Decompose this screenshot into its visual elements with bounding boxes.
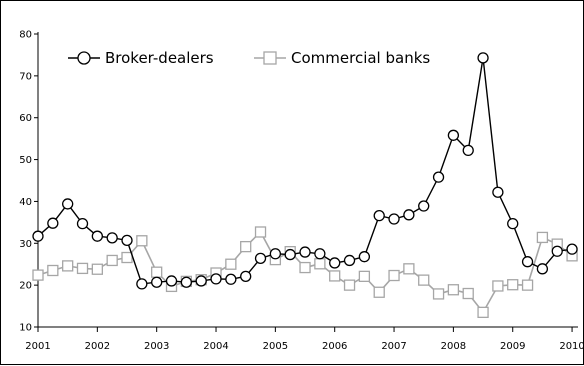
data-point: [432, 288, 445, 300]
data-point: [403, 209, 415, 221]
data-point: [403, 263, 415, 275]
data-point: [47, 264, 59, 277]
data-point: [418, 200, 430, 212]
x-tick-label: 2006: [322, 341, 347, 352]
data-point: [358, 251, 371, 263]
legend-item: Commercial banks: [254, 49, 430, 67]
data-point: [62, 198, 74, 210]
data-point: [136, 278, 148, 290]
data-point: [106, 232, 118, 244]
data-point: [121, 251, 133, 264]
data-point: [507, 279, 519, 291]
data-point: [299, 261, 311, 274]
series-layer: [32, 52, 578, 319]
data-point: [343, 254, 356, 267]
data-point: [492, 186, 504, 198]
data-point: [91, 230, 103, 242]
data-point: [106, 254, 118, 267]
data-point: [388, 213, 400, 225]
x-tick-label: 2008: [441, 341, 466, 352]
data-point: [254, 252, 267, 265]
data-point: [566, 243, 578, 255]
data-point: [343, 279, 356, 291]
data-point: [47, 217, 59, 229]
y-tick-label: 70: [19, 71, 32, 82]
data-point: [507, 217, 519, 230]
data-point: [76, 262, 89, 275]
data-point: [462, 287, 474, 300]
data-point: [314, 258, 326, 270]
data-point: [492, 280, 504, 292]
data-point: [254, 226, 267, 238]
data-point: [418, 274, 430, 286]
data-point: [536, 263, 549, 275]
data-point: [329, 270, 341, 282]
y-tick-label: 30: [19, 239, 32, 250]
data-point: [388, 269, 400, 282]
data-point: [373, 210, 385, 222]
x-tick-label: 2001: [25, 341, 50, 352]
data-point: [551, 245, 563, 257]
data-point: [432, 171, 445, 183]
data-point: [284, 248, 296, 261]
data-point: [447, 129, 460, 141]
data-point: [299, 246, 311, 258]
data-point: [32, 230, 44, 242]
legend-label: Broker-dealers: [105, 49, 214, 67]
data-point: [121, 234, 133, 247]
data-point: [314, 248, 326, 260]
data-point: [462, 144, 474, 157]
data-point: [180, 276, 193, 288]
legend: Broker-dealers Commercial banks: [68, 49, 430, 67]
data-point: [536, 231, 549, 244]
series-broker-dealers: [32, 52, 578, 290]
legend-label: Commercial banks: [291, 49, 430, 67]
data-point: [151, 276, 163, 288]
data-point: [136, 235, 148, 247]
data-point: [240, 240, 252, 253]
x-tick-label: 2009: [500, 341, 525, 352]
data-point: [165, 275, 178, 287]
y-tick-label: 40: [19, 197, 32, 208]
data-point: [358, 270, 371, 283]
data-point: [521, 279, 534, 291]
legend-marker: [263, 51, 277, 65]
data-point: [32, 269, 44, 281]
y-tick-label: 20: [19, 281, 32, 292]
x-tick-label: 2004: [203, 341, 228, 352]
y-tick-label: 10: [19, 323, 32, 334]
data-point: [329, 257, 341, 269]
data-point: [225, 273, 237, 285]
data-point: [373, 286, 385, 298]
data-point: [447, 284, 460, 296]
x-tick-label: 2003: [144, 341, 169, 352]
axes: 10 20 30 40 50 60 70 80 2001 2002 2003 2004 2005 2006…: [19, 30, 584, 353]
data-point: [477, 52, 489, 64]
data-point: [151, 266, 163, 278]
legend-marker: [77, 51, 91, 65]
data-point: [210, 273, 222, 285]
data-point: [91, 263, 103, 275]
data-point: [62, 260, 74, 272]
data-point: [195, 275, 207, 287]
y-tick-label: 60: [19, 113, 32, 124]
x-tick-label: 2002: [85, 341, 110, 352]
data-point: [225, 258, 237, 270]
x-tick-label: 2010: [559, 341, 584, 352]
legend-item: Broker-dealers: [68, 49, 214, 67]
x-tick-label: 2005: [263, 341, 288, 352]
data-point: [240, 270, 252, 283]
data-point: [521, 256, 534, 268]
data-point: [269, 248, 282, 260]
x-tick-label: 2007: [381, 341, 406, 352]
series-commercial-banks: [32, 226, 578, 319]
y-tick-label: 50: [19, 155, 32, 166]
data-point: [477, 306, 489, 319]
data-point: [76, 217, 89, 230]
y-tick-label: 80: [19, 30, 32, 41]
